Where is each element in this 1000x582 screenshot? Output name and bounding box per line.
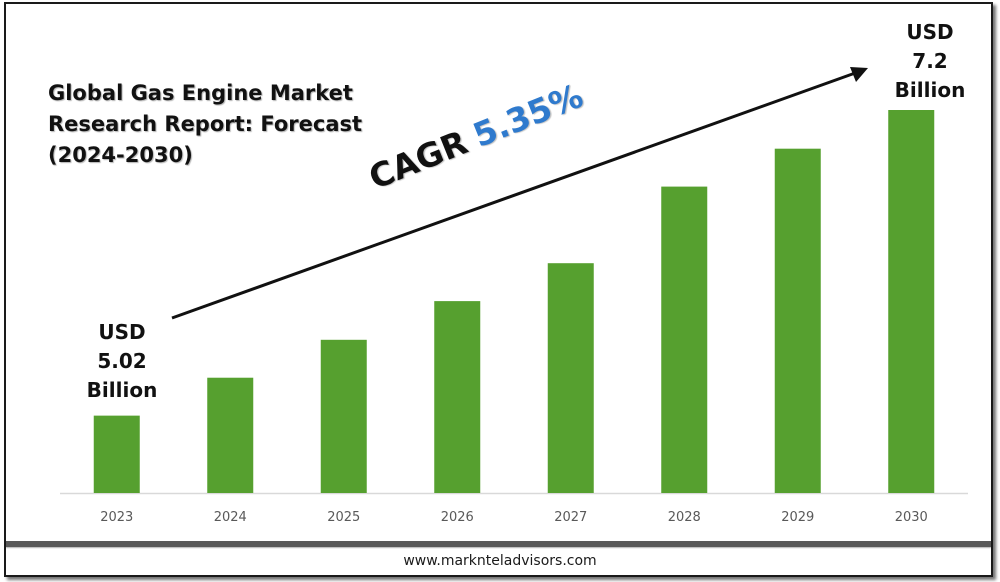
chart-frame xyxy=(4,2,993,577)
x-tick-label-2026: 2026 xyxy=(441,510,474,525)
x-tick-label-2024: 2024 xyxy=(214,510,247,525)
chart-title-line-1: Global Gas Engine Market xyxy=(48,81,353,105)
x-tick-label-2027: 2027 xyxy=(554,510,587,525)
end-callout-amount: 7.2 xyxy=(912,49,948,73)
end-callout-unit: Billion xyxy=(894,78,966,102)
bar-2027 xyxy=(547,263,594,493)
start-callout-currency: USD xyxy=(98,320,146,344)
bar-2024 xyxy=(207,377,254,493)
cagr-arrow-line xyxy=(171,70,859,320)
bar-2023 xyxy=(93,415,140,493)
x-tick-label-2023: 2023 xyxy=(100,510,133,525)
bar-2026 xyxy=(434,301,481,493)
x-tick-label-2025: 2025 xyxy=(327,510,360,525)
x-tick-label-2030: 2030 xyxy=(895,510,928,525)
footer-url[interactable]: www.marknteladvisors.com xyxy=(403,553,597,569)
x-tick-label-2028: 2028 xyxy=(668,510,701,525)
x-tick-labels: 2023 2024 2025 2026 2027 2028 2029 2030 xyxy=(100,510,928,525)
bar-2030 xyxy=(888,110,935,493)
footer-divider xyxy=(6,541,991,547)
chart-title-line-2: Research Report: Forecast xyxy=(48,112,363,136)
cagr-arrow xyxy=(171,67,868,320)
x-tick-label-2029: 2029 xyxy=(781,510,814,525)
cagr-arrow-head xyxy=(850,67,868,82)
chart-title: Global Gas Engine Market Research Report… xyxy=(48,78,408,171)
end-value-callout: USD 7.2 Billion xyxy=(880,18,980,105)
chart-title-line-3: (2024-2030) xyxy=(48,143,193,167)
bar-2025 xyxy=(320,339,367,493)
start-callout-amount: 5.02 xyxy=(97,349,147,373)
bar-2028 xyxy=(661,186,708,493)
start-callout-unit: Billion xyxy=(86,378,158,402)
end-callout-currency: USD xyxy=(906,20,954,44)
bars-layer xyxy=(93,110,935,493)
start-value-callout: USD 5.02 Billion xyxy=(72,318,172,405)
bar-2029 xyxy=(774,148,821,493)
